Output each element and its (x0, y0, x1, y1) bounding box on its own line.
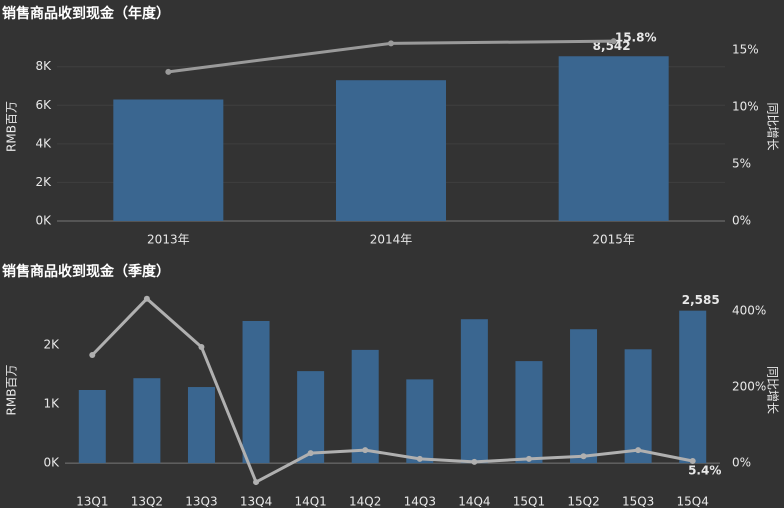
x-tick-label: 13Q4 (240, 495, 272, 508)
x-tick-label: 13Q1 (76, 495, 108, 508)
y-tick-label: 2K (43, 338, 60, 352)
chart-title: 销售商品收到现金（年度） (2, 5, 170, 22)
y2-axis-label: 同比增长 (766, 102, 780, 150)
y2-axis-label: 同比增长 (766, 366, 780, 414)
y-tick-label: 2K (35, 175, 52, 189)
y2-tick-label: 200% (732, 379, 766, 393)
bar (336, 80, 446, 221)
x-tick-label: 15Q3 (622, 495, 654, 508)
line-point (253, 479, 260, 486)
line-point (580, 453, 587, 460)
x-tick-label: 2014年 (370, 233, 413, 247)
line-point (416, 455, 423, 462)
y2-tick-label: 400% (732, 303, 766, 317)
y2-tick-label: 15% (732, 43, 759, 57)
bar (78, 390, 106, 464)
y-axis-label: RMB百万 (5, 365, 19, 416)
line-value-label: 5.4% (688, 463, 721, 477)
line-point (388, 40, 394, 47)
bar (679, 310, 707, 464)
y2-tick-label: 0% (732, 214, 751, 228)
y-axis-label: RMB百万 (5, 101, 19, 152)
bar (570, 329, 598, 464)
line-value-label: 15.8% (615, 31, 657, 45)
x-tick-label: 13Q3 (185, 495, 217, 508)
bar (460, 319, 488, 464)
y-tick-label: 1K (43, 397, 60, 411)
y-tick-label: 0K (43, 456, 60, 470)
x-tick-label: 2015年 (592, 233, 635, 247)
line-point (307, 450, 314, 457)
x-tick-label: 14Q3 (404, 495, 436, 508)
bar (351, 349, 379, 464)
line-point (362, 447, 369, 454)
y2-tick-label: 10% (732, 100, 759, 114)
bar (113, 99, 224, 221)
x-tick-label: 14Q1 (294, 495, 326, 508)
y2-tick-label: 5% (732, 157, 751, 171)
bar (558, 56, 669, 221)
bar (624, 349, 652, 464)
x-tick-label: 13Q2 (131, 495, 163, 508)
line-point (143, 295, 150, 302)
x-tick-label: 14Q4 (458, 495, 490, 508)
line-point (471, 458, 478, 465)
y-tick-label: 4K (35, 136, 52, 150)
x-tick-label: 15Q4 (677, 495, 709, 508)
bar (297, 371, 325, 464)
bar (406, 379, 434, 464)
bar (187, 387, 215, 464)
line-point (689, 457, 696, 464)
line-point (89, 352, 96, 358)
line-point (525, 455, 532, 462)
y-tick-label: 6K (35, 98, 52, 112)
line-point (198, 344, 205, 351)
x-tick-label: 15Q1 (513, 495, 545, 508)
bar (133, 378, 161, 464)
bar (515, 361, 543, 464)
x-tick-label: 2013年 (147, 233, 190, 247)
x-tick-label: 14Q2 (349, 495, 381, 508)
line-point (635, 447, 642, 454)
line (91, 296, 694, 485)
y-tick-label: 8K (35, 59, 52, 73)
y-tick-label: 0K (35, 214, 52, 228)
bar-value-label: 2,585 (682, 293, 720, 307)
y2-tick-label: 0% (732, 456, 751, 470)
bar (242, 320, 270, 464)
line-point (610, 38, 617, 45)
chart-title: 销售商品收到现金（季度） (2, 263, 170, 280)
line-point (165, 68, 172, 75)
x-tick-label: 15Q2 (567, 495, 599, 508)
